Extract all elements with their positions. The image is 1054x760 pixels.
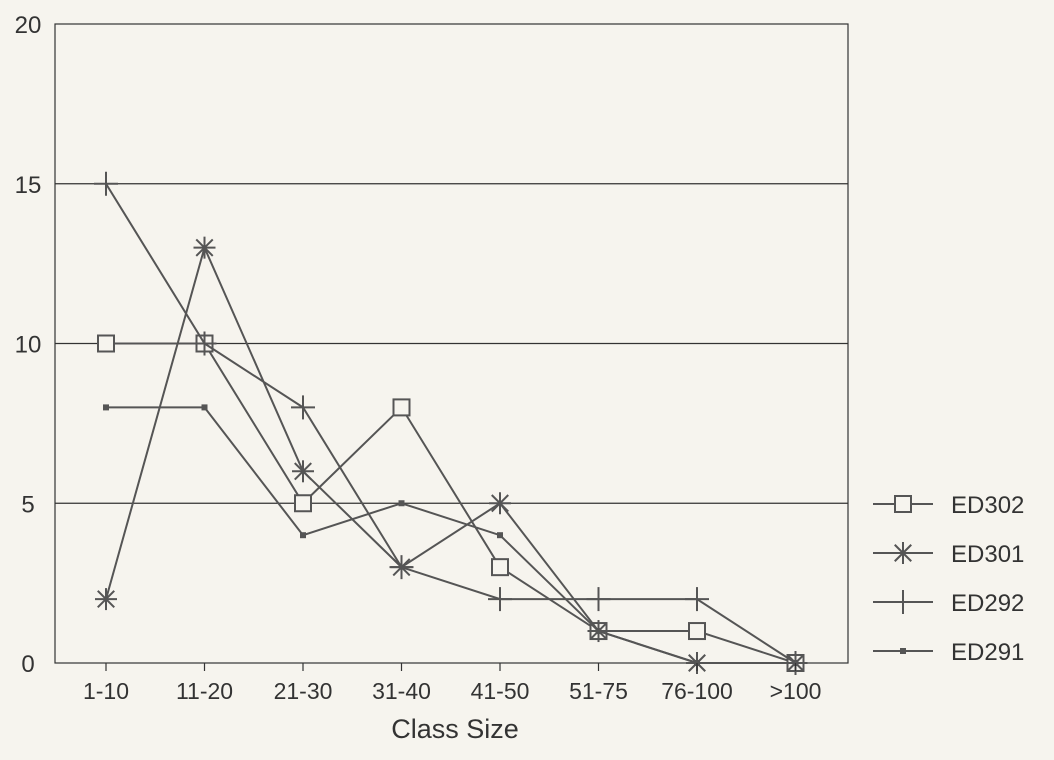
marker-dot xyxy=(300,532,306,539)
x-tick-label: 41-50 xyxy=(471,678,530,704)
legend-label: ED302 xyxy=(951,492,1024,519)
marker-square xyxy=(294,494,312,513)
legend-marker xyxy=(891,590,915,614)
data-point xyxy=(497,532,503,539)
x-tick-label: >100 xyxy=(770,678,822,704)
marker-dot xyxy=(398,500,405,507)
data-point xyxy=(291,395,315,420)
data-point xyxy=(95,588,117,611)
x-tick-label: 1-10 xyxy=(83,678,129,704)
marker-asterisk-stroke xyxy=(491,494,509,513)
data-point xyxy=(685,587,709,612)
data-point xyxy=(193,236,216,259)
marker-dot xyxy=(900,648,906,654)
data-point xyxy=(392,398,411,417)
data-point xyxy=(292,460,314,483)
data-point xyxy=(586,587,611,612)
y-tick-label-10: 10 xyxy=(15,332,42,359)
series-ed301 xyxy=(95,236,807,674)
data-point xyxy=(489,492,511,515)
legend: ED302 ED301 ED292 ED291 xyxy=(873,492,1024,666)
marker-dot xyxy=(201,404,208,411)
legend-item-ed301: ED301 xyxy=(873,541,1024,568)
legend-marker xyxy=(892,542,914,564)
legend-item-ed292: ED292 xyxy=(873,590,1024,617)
marker-square xyxy=(392,398,411,417)
marker-square xyxy=(97,334,115,353)
legend-item-ed302: ED302 xyxy=(873,492,1024,519)
marker-dot xyxy=(595,628,602,635)
data-point xyxy=(192,331,217,356)
series-line-ed292 xyxy=(105,183,797,664)
y-tick-label-5: 5 xyxy=(21,491,34,518)
legend-marker xyxy=(900,648,906,654)
marker-dot xyxy=(103,404,109,411)
x-tick-label: 11-20 xyxy=(176,678,233,704)
data-point xyxy=(103,404,109,411)
legend-label: ED301 xyxy=(951,541,1024,568)
y-tick-label-0: 0 xyxy=(21,651,34,678)
data-point xyxy=(398,500,405,507)
axis-layer: 0 5 10 15 20 1-10 11-20 21-30 31-40 41-50 51-75 76-… xyxy=(15,12,822,704)
marker-square xyxy=(688,622,706,641)
marker-asterisk-stroke xyxy=(97,590,115,609)
marker-dot xyxy=(497,532,503,539)
marker-asterisk-stroke xyxy=(894,544,912,562)
series-line-ed291 xyxy=(106,406,796,664)
x-axis-title: Class Size xyxy=(391,714,519,744)
data-point xyxy=(97,334,115,353)
x-tick-label: 76-100 xyxy=(661,678,733,704)
x-tick-label: 31-40 xyxy=(372,678,431,704)
x-tick-label: 51-75 xyxy=(569,678,628,704)
marker-asterisk-stroke xyxy=(294,462,312,481)
series-line-ed301 xyxy=(105,244,796,664)
data-point xyxy=(491,558,509,577)
data-point xyxy=(488,587,512,612)
data-point xyxy=(389,555,414,580)
legend-label: ED291 xyxy=(951,639,1024,666)
marker-asterisk-stroke xyxy=(195,238,214,257)
marker-square xyxy=(491,558,509,577)
marker-square xyxy=(894,495,912,513)
data-point xyxy=(300,532,306,539)
data-point xyxy=(595,628,602,635)
legend-item-ed291: ED291 xyxy=(873,639,1024,666)
y-tick-label-15: 15 xyxy=(15,172,42,199)
x-tick-label: 21-30 xyxy=(274,678,333,704)
data-point xyxy=(94,171,118,196)
series-line-ed302 xyxy=(106,342,796,664)
series-layer xyxy=(94,171,808,675)
data-point xyxy=(688,622,706,641)
data-point xyxy=(294,494,312,513)
data-point xyxy=(201,404,208,411)
legend-marker xyxy=(894,495,912,513)
y-tick-label-20: 20 xyxy=(15,12,42,39)
legend-label: ED292 xyxy=(951,590,1024,617)
